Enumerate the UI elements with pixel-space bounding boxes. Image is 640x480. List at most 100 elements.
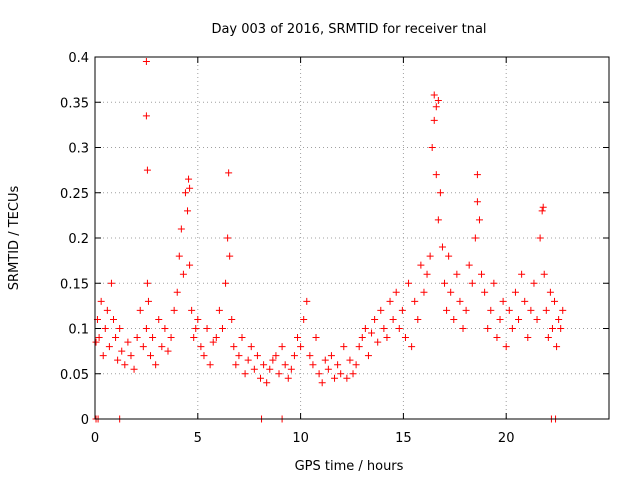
data-point [284,374,292,382]
data-point [192,325,200,332]
x-axis-label: GPS time / hours [295,459,404,474]
data-point [186,261,194,269]
data-point [230,343,238,351]
y-axis-label: SRMTID / TECUs [7,186,22,291]
y-tick-label: 0.3 [68,142,89,157]
data-point [139,343,147,351]
data-point [116,325,124,332]
data-point [97,297,105,305]
x-tick-label: 0 [91,431,99,446]
data-point [197,343,205,351]
data-point [496,315,504,323]
data-point [340,343,348,351]
x-tick-label: 15 [395,431,412,446]
data-point [143,279,151,287]
chart-title: Day 003 of 2016, SRMTID for receiver tna… [211,22,486,37]
data-point [110,315,118,323]
data-point [361,325,369,332]
data-point [257,374,265,382]
data-point [443,306,451,314]
data-point [143,166,151,174]
data-point [473,171,481,179]
y-tick-label: 0 [81,413,89,428]
data-point [278,343,286,351]
data-point [468,279,476,287]
data-point [555,315,563,323]
data-point [263,379,271,387]
data-point [244,356,252,364]
data-point [408,343,416,351]
data-point [112,334,120,342]
data-point [343,374,351,382]
data-point [114,356,122,364]
data-point [499,297,507,305]
data-point [559,306,567,314]
data-point [260,361,268,369]
data-point [181,189,189,197]
data-point [371,315,379,323]
data-point [411,297,419,305]
data-point [518,270,526,278]
data-point [447,288,455,296]
data-point [349,370,357,378]
data-point [436,189,444,197]
data-point [175,252,183,260]
data-point [194,315,202,323]
data-point [502,343,510,351]
data-point [441,279,449,287]
data-point [158,343,166,351]
data-point [432,171,440,179]
data-points [92,58,567,423]
data-point [462,306,470,314]
data-point [505,306,513,314]
data-point [471,234,479,242]
y-tick-label: 0.1 [68,323,89,338]
data-point [527,306,535,314]
data-point [124,338,132,346]
data-point [521,297,529,305]
data-point [321,356,329,364]
data-point [250,365,258,373]
data-point [430,116,438,124]
data-point [438,243,446,251]
data-point [303,297,311,305]
data-point [190,334,198,342]
data-point [459,325,467,332]
data-point [107,279,115,287]
data-point [167,334,175,342]
data-point [484,325,492,332]
data-point [241,370,249,378]
data-point [170,306,178,314]
data-point [235,352,243,360]
data-point [206,361,214,369]
data-point [430,91,438,99]
data-point [481,288,489,296]
data-point [475,216,483,224]
data-point [493,334,501,342]
data-point [212,334,220,342]
data-point [147,352,155,360]
data-point [161,325,169,332]
y-tick-label: 0.25 [60,187,89,202]
data-point [136,306,144,314]
data-point [173,288,181,296]
data-point [445,252,453,260]
data-point [368,329,376,337]
data-point [450,315,458,323]
data-point [355,343,363,351]
data-point [275,370,283,378]
x-tick-label: 20 [498,431,515,446]
data-point [315,370,323,378]
data-point [524,334,532,342]
data-point [364,352,372,360]
data-point [508,325,516,332]
data-point [297,343,305,351]
data-point [536,234,544,242]
data-point [318,379,326,387]
data-point [389,315,397,323]
data-point [380,325,388,332]
data-point [511,288,519,296]
data-point [133,334,141,342]
data-point [327,352,335,360]
